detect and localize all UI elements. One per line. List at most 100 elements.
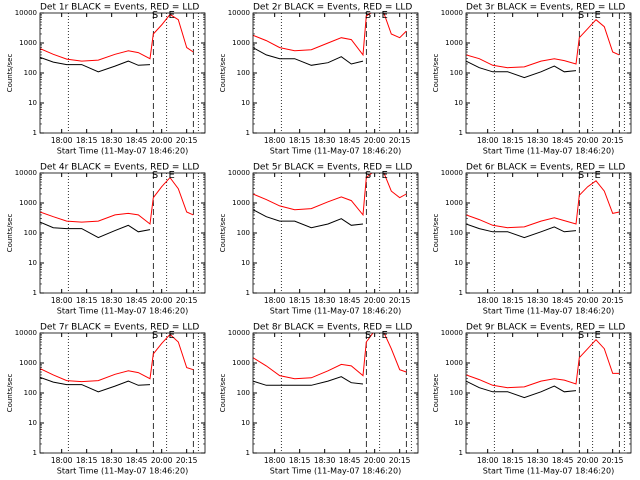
- plot-frame: [465, 12, 632, 134]
- x-tick-label: 18:45: [339, 296, 361, 305]
- series-line: [466, 223, 577, 239]
- x-tick-label: 20:15: [602, 456, 624, 465]
- y-tick-label: 10: [454, 259, 463, 267]
- annotation: E: [595, 330, 601, 341]
- x-tick-label: 18:00: [477, 456, 499, 465]
- series-line: [40, 176, 194, 225]
- y-tick-label: 1: [459, 129, 463, 137]
- y-axis-label: Counts/sec: [432, 214, 440, 253]
- y-tick-label: 10: [28, 419, 37, 427]
- chart-title: Det 1r BLACK = Events, RED = LLD: [40, 3, 199, 13]
- x-tick-label: 18:15: [502, 136, 524, 145]
- x-axis-label: Start Time (11-May-07 18:46:20): [483, 307, 614, 316]
- series-line: [253, 333, 407, 380]
- annotation: E: [169, 330, 175, 341]
- y-tick-label: 10000: [441, 329, 463, 337]
- x-tick-label: 20:00: [151, 296, 173, 305]
- x-tick-label: 20:00: [364, 456, 386, 465]
- annotation: E: [169, 10, 175, 21]
- y-tick-label: 10: [28, 259, 37, 267]
- y-tick-label: 1000: [232, 359, 250, 367]
- x-tick-label: 20:00: [151, 136, 173, 145]
- x-tick-label: 18:45: [126, 296, 148, 305]
- x-tick-label: 18:45: [126, 456, 148, 465]
- y-axis-label: Counts/sec: [219, 54, 227, 93]
- x-tick-label: 20:15: [602, 136, 624, 145]
- panel: Det 9r BLACK = Events, RED = LLD Counts/s…: [432, 323, 632, 476]
- x-tick-label: 18:30: [101, 456, 123, 465]
- x-axis-label: Start Time (11-May-07 18:46:20): [270, 467, 401, 476]
- y-tick-label: 1: [459, 289, 463, 297]
- panel: Det 5r BLACK = Events, RED = LLD Counts/s…: [219, 163, 419, 316]
- y-tick-label: 10000: [228, 329, 250, 337]
- y-tick-label: 1: [33, 289, 37, 297]
- y-tick-label: 10000: [15, 329, 37, 337]
- x-tick-label: 18:30: [101, 136, 123, 145]
- x-axis-label: Start Time (11-May-07 18:46:20): [57, 147, 188, 156]
- x-tick-label: 18:30: [314, 456, 336, 465]
- x-tick-label: 20:15: [389, 456, 411, 465]
- y-axis-label: Counts/sec: [219, 374, 227, 413]
- chart-title: Det 7r BLACK = Events, RED = LLD: [40, 323, 199, 333]
- x-tick-label: 18:45: [126, 136, 148, 145]
- y-tick-label: 1: [246, 449, 250, 457]
- annotation: E: [169, 170, 175, 181]
- chart-title: Det 3r BLACK = Events, RED = LLD: [466, 3, 625, 13]
- plot-frame: [252, 172, 419, 294]
- series-line: [40, 13, 194, 62]
- panel: Det 7r BLACK = Events, RED = LLD Counts/s…: [6, 323, 206, 476]
- x-tick-label: 18:45: [339, 136, 361, 145]
- y-axis-label: Counts/sec: [432, 374, 440, 413]
- annotation: E: [595, 10, 601, 21]
- y-tick-label: 10: [454, 419, 463, 427]
- y-tick-label: 100: [450, 389, 463, 397]
- series-line: [466, 380, 577, 399]
- x-axis-label: Start Time (11-May-07 18:46:20): [270, 307, 401, 316]
- y-tick-label: 10: [241, 99, 250, 107]
- plot-frame: [39, 332, 206, 454]
- series-line: [466, 338, 620, 389]
- y-tick-label: 1000: [232, 39, 250, 47]
- x-tick-label: 20:15: [389, 296, 411, 305]
- y-tick-label: 10000: [228, 9, 250, 17]
- y-tick-label: 100: [237, 69, 250, 77]
- panel: Det 2r BLACK = Events, RED = LLD Counts/s…: [219, 3, 419, 156]
- x-tick-label: 18:45: [339, 456, 361, 465]
- x-tick-label: 18:00: [51, 136, 73, 145]
- x-tick-label: 18:15: [289, 456, 311, 465]
- x-axis-label: Start Time (11-May-07 18:46:20): [483, 147, 614, 156]
- annotation: S: [365, 170, 371, 181]
- y-tick-label: 1: [246, 129, 250, 137]
- x-axis-label: Start Time (11-May-07 18:46:20): [270, 147, 401, 156]
- series-line: [40, 376, 151, 393]
- y-tick-label: 100: [237, 389, 250, 397]
- annotation: E: [382, 330, 388, 341]
- annotation: S: [578, 10, 584, 21]
- series-line: [40, 56, 151, 73]
- x-tick-label: 20:15: [602, 296, 624, 305]
- y-tick-label: 1000: [445, 39, 463, 47]
- x-tick-label: 18:15: [502, 296, 524, 305]
- chart-title: Det 6r BLACK = Events, RED = LLD: [466, 163, 625, 173]
- x-tick-label: 18:00: [264, 456, 286, 465]
- y-tick-label: 1000: [19, 359, 37, 367]
- plot-frame: [465, 332, 632, 454]
- x-tick-label: 18:30: [314, 296, 336, 305]
- y-axis-label: Counts/sec: [432, 54, 440, 93]
- x-tick-label: 18:15: [502, 456, 524, 465]
- y-axis-label: Counts/sec: [6, 374, 14, 413]
- y-tick-label: 1: [459, 449, 463, 457]
- x-tick-label: 18:30: [527, 136, 549, 145]
- series-line: [253, 173, 407, 217]
- panel: Det 4r BLACK = Events, RED = LLD Counts/s…: [6, 163, 206, 316]
- annotation: S: [152, 10, 158, 21]
- y-axis-label: Counts/sec: [6, 54, 14, 93]
- plot-frame: [465, 172, 632, 294]
- chart-title: Det 5r BLACK = Events, RED = LLD: [253, 163, 412, 173]
- x-tick-label: 18:45: [552, 296, 574, 305]
- y-tick-label: 10: [241, 259, 250, 267]
- y-axis-label: Counts/sec: [6, 214, 14, 253]
- series-line: [40, 333, 194, 383]
- x-tick-label: 18:00: [477, 296, 499, 305]
